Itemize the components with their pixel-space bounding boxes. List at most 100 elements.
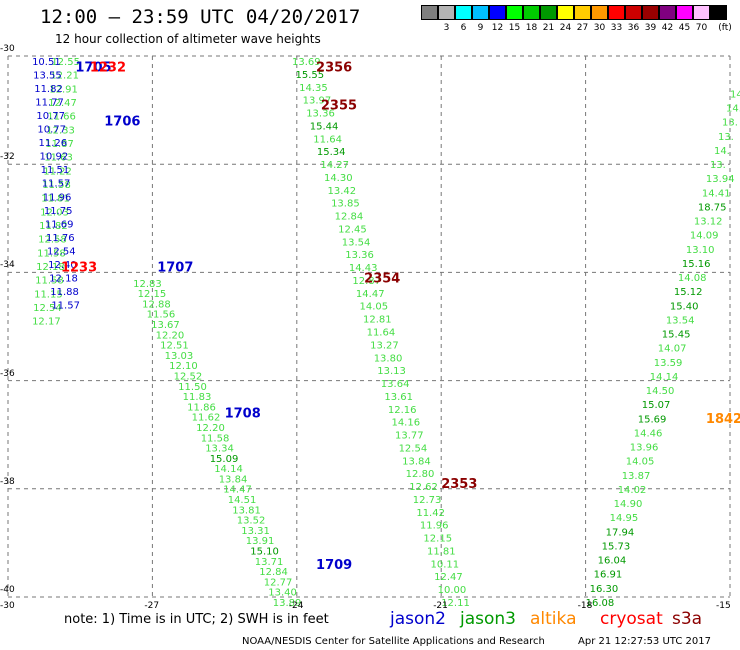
track2-value: 13.91 — [246, 536, 275, 547]
track3-value: 12.16 — [388, 405, 417, 416]
jason2-track1-value: 11.75 — [44, 206, 73, 217]
pass-label: 1232 — [90, 60, 126, 75]
track4-value: 13.54 — [666, 315, 695, 326]
track2-value: 13.03 — [165, 351, 194, 362]
pass-label: 1707 — [157, 261, 193, 276]
track4-value: 14.02 — [618, 485, 647, 496]
track2-value: 14.51 — [228, 495, 257, 506]
track4-value: 16.08 — [586, 598, 615, 609]
lon-tick-label: -18 — [577, 601, 593, 611]
timestamp: Apr 21 12:27:53 UTC 2017 — [578, 636, 711, 647]
scale-unit: (ft) — [718, 23, 732, 33]
jason2-track1-value: 12.40 — [48, 260, 77, 271]
scale-swatch — [625, 5, 642, 20]
lat-tick-label: -36 — [0, 368, 15, 379]
track3-value: 12.73 — [413, 495, 442, 506]
track3-value: 12.11 — [441, 598, 470, 609]
lat-tick-label: -38 — [0, 476, 15, 487]
track3-value: 14.30 — [324, 173, 353, 184]
scale-swatch — [574, 5, 591, 20]
track3-value: 13.80 — [374, 353, 403, 364]
scale-label: 3 — [443, 23, 450, 33]
jason3-track1-value: 12.18 — [36, 262, 65, 273]
jason3-track1-value: 11.63 — [44, 153, 73, 164]
track3-value: 13.13 — [377, 366, 406, 377]
track2-value: 13.31 — [241, 526, 270, 537]
jason2-track1-value: 13.55 — [33, 71, 62, 82]
track4-value: 16.04 — [598, 556, 627, 567]
jason3-track1-value: 11.82 — [39, 221, 68, 232]
track4-value: 13. — [718, 132, 734, 143]
track3-value: 11.42 — [416, 508, 445, 519]
scale-swatch — [421, 5, 438, 20]
footer-note: note: 1) Time is in UTC; 2) SWH is in fe… — [64, 612, 329, 627]
track4-value: 15.73 — [602, 541, 631, 552]
jason2-track1-value: 11.26 — [38, 138, 67, 149]
lat-tick-label: -32 — [0, 152, 15, 163]
track4-value: 14.08 — [678, 273, 707, 284]
scale-swatch — [472, 5, 489, 20]
track2-value: 12.52 — [174, 371, 203, 382]
track2-value: 11.58 — [201, 433, 230, 444]
jason3-track1-value: 12.55 — [51, 57, 80, 68]
scale-swatch — [642, 5, 659, 20]
jason3-track1-value: 11.58 — [35, 276, 64, 287]
track3-value: 15.34 — [317, 147, 346, 158]
track2-value: 11.83 — [183, 392, 212, 403]
jason2-track1-value: 10.51 — [32, 57, 61, 68]
map-subtitle: 12 hour collection of altimeter wave hei… — [55, 32, 321, 46]
track4-value: 13.59 — [654, 358, 683, 369]
scale-label: 21 — [542, 23, 555, 33]
track2-value: 12.10 — [169, 361, 198, 372]
lon-tick-label: -15 — [716, 601, 731, 611]
pass-label: 2354 — [364, 271, 400, 286]
track4-value: 15.07 — [642, 400, 671, 411]
jason3-track1-value: 11.66 — [47, 112, 76, 123]
scale-label: 39 — [644, 23, 657, 33]
track2-value: 12.51 — [160, 341, 189, 352]
track3-value: 13.64 — [381, 379, 410, 390]
track3-value: 14.35 — [299, 83, 328, 94]
track3-value: 12.45 — [338, 224, 367, 235]
track2-value: 14.47 — [223, 485, 252, 496]
jason3-track1-value: 11.58 — [42, 180, 71, 191]
track3-value: 12.54 — [399, 443, 428, 454]
track4-value: 13.12 — [694, 217, 723, 228]
jason2-track1-value: 11.96 — [43, 192, 72, 203]
scale-swatch — [438, 5, 455, 20]
track2-value: 12.15 — [138, 289, 167, 300]
jason2-track1-value: 10.77 — [36, 111, 65, 122]
track2-value: 13.34 — [205, 444, 234, 455]
track4-value: 14.09 — [690, 231, 719, 242]
track2-value: 13.71 — [255, 557, 284, 568]
jason3-track1-value: 12.17 — [32, 317, 61, 328]
scale-swatch — [523, 5, 540, 20]
scale-swatch — [659, 5, 676, 20]
jason2-track1-value: 11.88 — [50, 287, 79, 298]
track2-value: 14.14 — [214, 464, 243, 475]
track4-value: 14.46 — [634, 428, 663, 439]
track4-value: 15.12 — [674, 287, 703, 298]
track2-value: 11.86 — [187, 402, 216, 413]
track3-value: 13.77 — [395, 431, 424, 442]
track4-value: 18.75 — [698, 202, 727, 213]
scale-label: 36 — [627, 23, 640, 33]
track4-value: 14.07 — [658, 344, 687, 355]
track4-value: 16.91 — [594, 570, 623, 581]
pass-label: 1233 — [61, 261, 97, 276]
jason2-track1-value: 12.18 — [49, 273, 78, 284]
pass-label: 1708 — [225, 407, 261, 422]
track4-value: 16.30 — [590, 584, 619, 595]
scale-swatch — [557, 5, 574, 20]
pass-label: 1709 — [316, 558, 352, 573]
lat-tick-label: -40 — [0, 585, 15, 595]
scale-swatch — [676, 5, 693, 20]
jason3-track1-value: 12.21 — [50, 71, 79, 82]
sat-legend-jason2: jason2 — [390, 609, 446, 629]
track2-value: 13.84 — [219, 474, 248, 485]
track3-value: 14.27 — [320, 160, 349, 171]
track4-value: 13.10 — [686, 245, 715, 256]
jason3-track1-value: 11.15 — [34, 289, 63, 300]
track3-value: 15.55 — [296, 70, 325, 81]
